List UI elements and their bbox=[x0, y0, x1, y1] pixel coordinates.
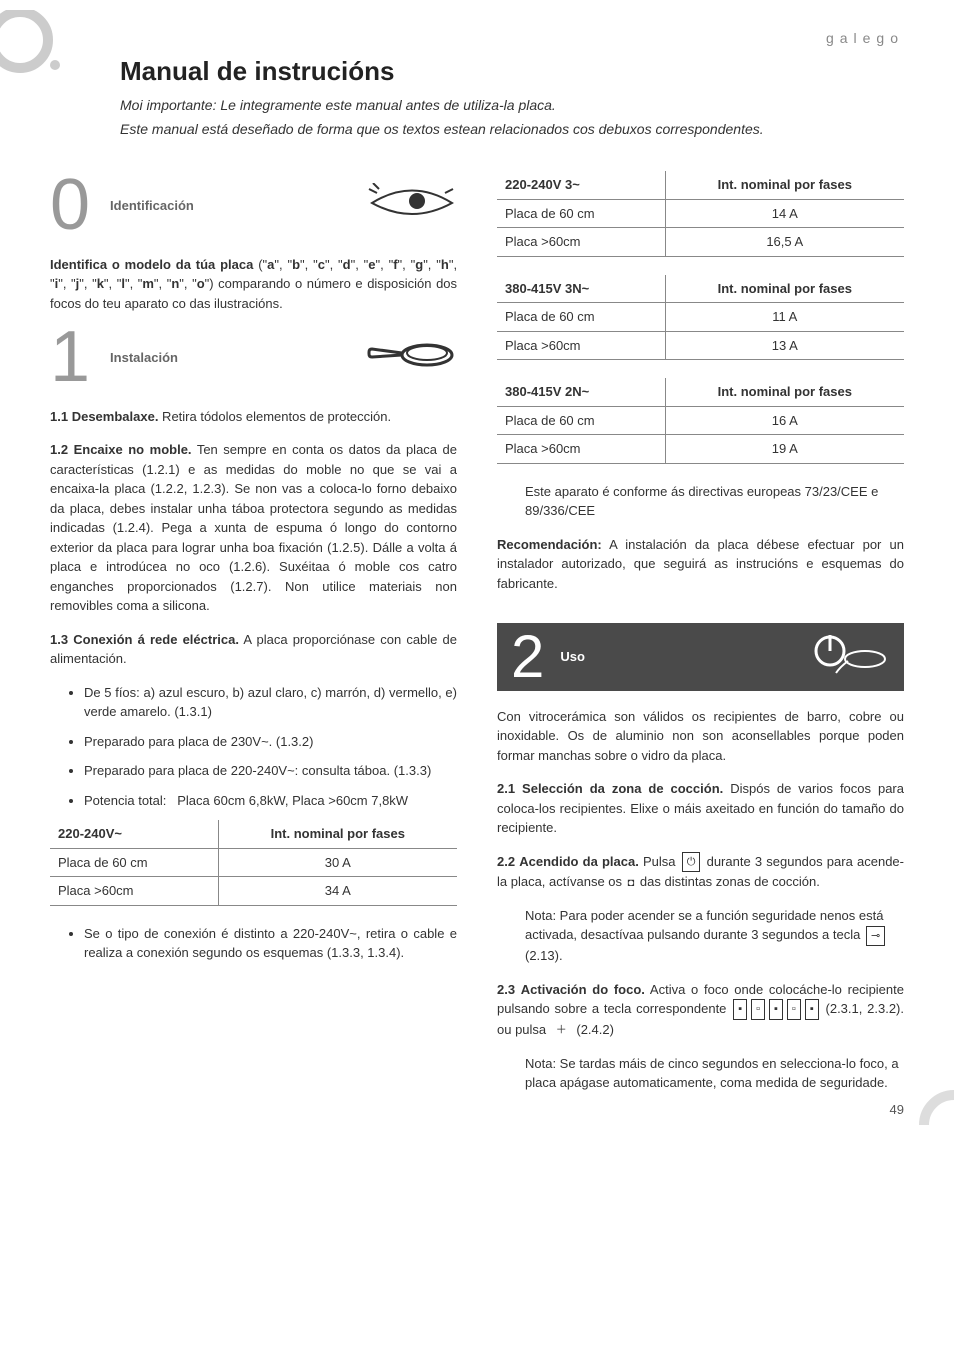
bullet-2: Preparado para placa de 230V~. (1.3.2) bbox=[84, 732, 457, 752]
lock-key-icon: ⊸ bbox=[866, 926, 885, 947]
item-1-3: 1.3 Conexión á rede eléctrica. A placa p… bbox=[50, 630, 457, 669]
section-0-header: 0 Identificación bbox=[50, 177, 457, 235]
section-0-label: Identificación bbox=[110, 196, 194, 216]
t2-r0c1: 14 A bbox=[665, 199, 904, 228]
t4-r0c0: Placa de 60 cm bbox=[497, 406, 665, 435]
t1-r1c1: 34 A bbox=[218, 877, 457, 906]
t4-r0c1: 16 A bbox=[665, 406, 904, 435]
conformity-note: Este aparato é conforme ás directivas eu… bbox=[525, 482, 904, 521]
t2-volt: 220-240V 3~ bbox=[497, 171, 665, 199]
bullet-3: Preparado para placa de 220-240V~: consu… bbox=[84, 761, 457, 781]
section-0-number: 0 bbox=[50, 177, 90, 235]
intro-line-1: Moi importante: Le integramente este man… bbox=[120, 97, 904, 113]
bullet-4: Potencia total: Placa 60cm 6,8kW, Placa … bbox=[84, 791, 457, 811]
t3-volt: 380-415V 3N~ bbox=[497, 275, 665, 303]
eye-icon bbox=[367, 183, 457, 229]
right-column: 220-240V 3~Int. nominal por fases Placa … bbox=[497, 161, 904, 1107]
pan-icon bbox=[367, 335, 457, 381]
t4-r1c1: 19 A bbox=[665, 435, 904, 464]
zone-btn-5-icon: ▪ bbox=[805, 999, 819, 1020]
section-1-note-list: Se o tipo de conexión é distinto a 220-2… bbox=[84, 924, 457, 963]
t2-header: Int. nominal por fases bbox=[665, 171, 904, 199]
intro-line-2: Este manual está deseñado de forma que o… bbox=[120, 121, 904, 137]
item-2-3-note: Nota: Se tardas máis de cinco segundos e… bbox=[525, 1054, 904, 1093]
zone-btn-4-icon: ▫ bbox=[787, 999, 801, 1020]
corner-decoration-icon bbox=[0, 10, 90, 100]
t4-header: Int. nominal por fases bbox=[665, 378, 904, 406]
t3-r0c0: Placa de 60 cm bbox=[497, 303, 665, 332]
item-2-1: 2.1 Selección da zona de cocción. Dispós… bbox=[497, 779, 904, 838]
item-2-2-note: Nota: Para poder acender se a función se… bbox=[525, 906, 904, 966]
zone-indicator-icon: ◘ bbox=[628, 875, 635, 892]
power-pan-icon bbox=[800, 631, 890, 683]
t1-r0c0: Placa de 60 cm bbox=[50, 848, 218, 877]
table-220-240v: 220-240V~Int. nominal por fases Placa de… bbox=[50, 820, 457, 906]
item-1-2: 1.2 Encaixe no moble. Ten sempre en cont… bbox=[50, 440, 457, 616]
section-0-body: Identifica o modelo da túa placa ("a", "… bbox=[50, 255, 457, 314]
t3-header: Int. nominal por fases bbox=[665, 275, 904, 303]
t3-r1c1: 13 A bbox=[665, 331, 904, 360]
t2-r1c0: Placa >60cm bbox=[497, 228, 665, 257]
section-1-number: 1 bbox=[50, 329, 90, 387]
table-220-240v-3: 220-240V 3~Int. nominal por fases Placa … bbox=[497, 171, 904, 257]
zone-btn-2-icon: ▫ bbox=[751, 999, 765, 1020]
t1-volt: 220-240V~ bbox=[50, 820, 218, 848]
t3-r1c0: Placa >60cm bbox=[497, 331, 665, 360]
zone-btn-1-icon: ▪ bbox=[733, 999, 747, 1020]
power-icon: ⏻ bbox=[682, 852, 701, 873]
section-2-number: 2 bbox=[511, 633, 544, 681]
t1-r1c0: Placa >60cm bbox=[50, 877, 218, 906]
t1-r0c1: 30 A bbox=[218, 848, 457, 877]
section-2-header: 2 Uso bbox=[497, 623, 904, 691]
item-2-3: 2.3 Activación do foco. Activa o foco on… bbox=[497, 980, 904, 1040]
section-2-label: Uso bbox=[560, 647, 585, 667]
item-1-1: 1.1 Desembalaxe. Retira tódolos elemento… bbox=[50, 407, 457, 427]
table-380-415v-3n: 380-415V 3N~Int. nominal por fases Placa… bbox=[497, 275, 904, 361]
bullet-1: De 5 fíos: a) azul escuro, b) azul claro… bbox=[84, 683, 457, 722]
language-label: galego bbox=[50, 30, 904, 46]
t2-r1c1: 16,5 A bbox=[665, 228, 904, 257]
page-title: Manual de instrucións bbox=[120, 56, 904, 87]
t1-header: Int. nominal por fases bbox=[218, 820, 457, 848]
t4-volt: 380-415V 2N~ bbox=[497, 378, 665, 406]
section-1-header: 1 Instalación bbox=[50, 329, 457, 387]
item-2-2: 2.2 Acendido da placa. Pulsa ⏻ durante 3… bbox=[497, 852, 904, 892]
section-1-bullets: De 5 fíos: a) azul escuro, b) azul claro… bbox=[84, 683, 457, 811]
plus-icon: ＋ bbox=[552, 1021, 571, 1040]
section-2-intro: Con vitrocerámica son válidos os recipie… bbox=[497, 707, 904, 766]
corner-bubble-icon bbox=[914, 1085, 954, 1125]
t3-r0c1: 11 A bbox=[665, 303, 904, 332]
section-1-label: Instalación bbox=[110, 348, 178, 368]
left-column: 0 Identificación Identifica o modelo da … bbox=[50, 161, 457, 1107]
page-number: 49 bbox=[890, 1102, 904, 1117]
note-after-tables: Se o tipo de conexión é distinto a 220-2… bbox=[84, 924, 457, 963]
recommendation: Recomendación: A instalación da placa dé… bbox=[497, 535, 904, 594]
t4-r1c0: Placa >60cm bbox=[497, 435, 665, 464]
table-380-415v-2n: 380-415V 2N~Int. nominal por fases Placa… bbox=[497, 378, 904, 464]
t2-r0c0: Placa de 60 cm bbox=[497, 199, 665, 228]
zone-btn-3-icon: ▪ bbox=[769, 999, 783, 1020]
